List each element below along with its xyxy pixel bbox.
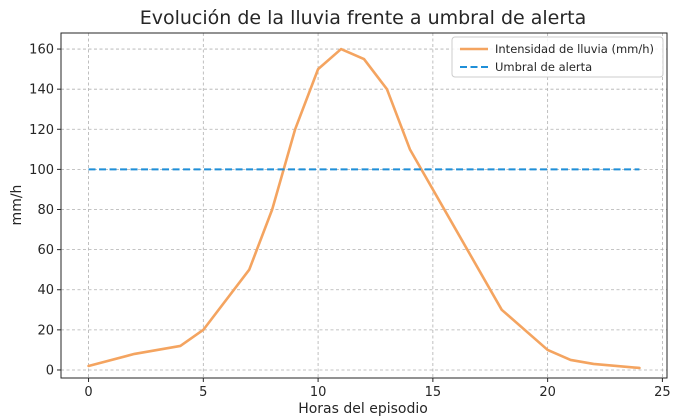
y-tick-label: 80 — [37, 203, 54, 218]
y-axis-label: mm/h — [9, 185, 25, 226]
y-tick-label: 40 — [37, 283, 54, 298]
series-line-1 — [87, 47, 641, 370]
y-tick-label: 120 — [29, 123, 54, 138]
y-tick-label: 140 — [29, 83, 54, 98]
legend: Intensidad de lluvia (mm/h) Umbral de ale… — [451, 36, 664, 78]
y-tick-label: 60 — [37, 243, 54, 258]
x-tick-label: 5 — [199, 385, 207, 400]
series-layer — [87, 47, 641, 370]
legend-label-2: Umbral de alerta — [495, 60, 592, 74]
x-tick-label: 0 — [84, 385, 92, 400]
legend-label-1: Intensidad de lluvia (mm/h) — [495, 42, 654, 56]
y-tick-label: 0 — [46, 363, 54, 378]
axis-ticks: 0 5 10 15 20 25 0 20 40 60 80 100 120 140 160 — [29, 43, 671, 400]
y-tick-label: 100 — [29, 163, 54, 178]
grid — [61, 33, 667, 378]
x-tick-label: 10 — [310, 385, 327, 400]
x-tick-label: 20 — [539, 385, 556, 400]
legend-box — [451, 36, 664, 78]
y-tick-label: 160 — [29, 43, 54, 58]
x-axis-label: Horas del episodio — [298, 401, 428, 417]
x-tick-label: 25 — [654, 385, 671, 400]
y-tick-label: 20 — [37, 323, 54, 338]
chart-title: Evolución de la lluvia frente a umbral d… — [140, 7, 587, 29]
plot-frame — [60, 32, 668, 379]
x-tick-label: 15 — [425, 385, 442, 400]
